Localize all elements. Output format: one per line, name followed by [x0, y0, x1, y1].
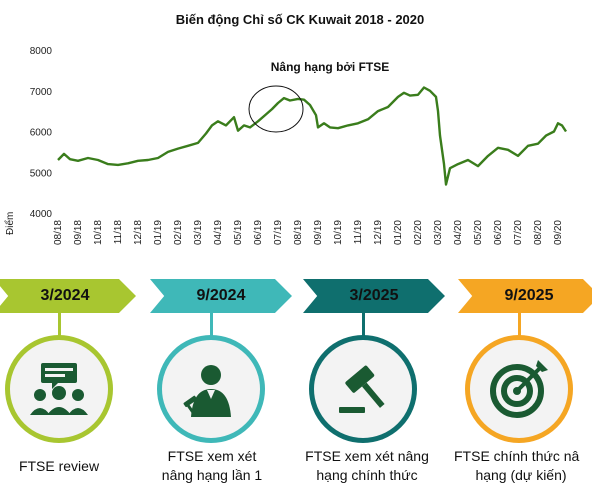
chart-title: Biến động Chỉ số CK Kuwait 2018 - 2020: [176, 12, 425, 27]
x-tick-label: 10/19: [333, 220, 344, 245]
timeline-stem-3: [362, 311, 365, 337]
x-tick-label: 07/19: [273, 220, 284, 245]
timeline-banner-1: 3/2024: [0, 279, 136, 313]
timeline-circle-3: [309, 335, 417, 443]
timeline-caption-4: FTSE chính thức nâ hạng (dự kiến): [450, 447, 592, 485]
caption-line: FTSE xem xét: [167, 448, 257, 464]
x-tick-label: 11/19: [353, 220, 364, 245]
x-tick-label: 05/20: [473, 220, 484, 245]
timeline-banner-2: 9/2024: [150, 279, 292, 313]
x-tick-label: 11/18: [113, 220, 124, 245]
annotation-circle: [248, 85, 304, 133]
caption-line: FTSE review: [18, 458, 100, 474]
caption-line: hạng chính thức: [316, 467, 418, 483]
y-axis-label: Điểm: [4, 212, 16, 235]
judge-icon: [183, 365, 231, 417]
timeline-stem-1: [58, 311, 61, 337]
x-axis: 08/18 09/18 10/18 11/18 12/18 01/19 02/19 03/19…: [53, 220, 564, 245]
y-tick-label: 7000: [30, 87, 53, 98]
timeline-banner-3: 3/2025: [303, 279, 445, 313]
x-tick-label: 04/19: [213, 220, 224, 245]
x-tick-label: 08/20: [533, 220, 544, 245]
x-tick-label: 04/20: [453, 220, 464, 245]
timeline-circle-2: [157, 335, 265, 443]
x-tick-label: 03/19: [193, 220, 204, 245]
y-tick-label: 8000: [30, 46, 53, 57]
timeline-banner-4: 9/2025: [458, 279, 592, 313]
x-tick-label: 09/18: [73, 220, 84, 245]
caption-line: nâng hạng lần 1: [161, 467, 263, 483]
series-line: [57, 86, 568, 186]
x-tick-label: 06/19: [253, 220, 264, 245]
y-tick-label: 6000: [30, 128, 53, 139]
x-tick-label: 02/20: [413, 220, 424, 245]
x-tick-label: 05/19: [233, 220, 244, 245]
timeline-caption-1: FTSE review: [0, 447, 118, 476]
x-tick-label: 09/19: [313, 220, 324, 245]
x-tick-label: 12/19: [373, 220, 384, 245]
x-tick-label: 01/19: [153, 220, 164, 245]
x-tick-label: 06/20: [493, 220, 504, 245]
line-chart: Biến động Chỉ số CK Kuwait 2018 - 2020 4…: [4, 12, 568, 245]
y-tick-label: 4000: [30, 209, 53, 220]
x-tick-label: 12/18: [133, 220, 144, 245]
y-tick-label: 5000: [30, 168, 53, 179]
x-tick-label: 03/20: [433, 220, 444, 245]
timeline-stem-2: [210, 311, 213, 337]
x-tick-label: 08/19: [293, 220, 304, 245]
x-tick-label: 08/18: [53, 220, 64, 245]
x-tick-label: 09/20: [553, 220, 564, 245]
timeline-circle-4: [465, 335, 573, 443]
target-icon: [490, 360, 548, 418]
x-tick-label: 01/20: [393, 220, 404, 245]
x-tick-label: 02/19: [173, 220, 184, 245]
x-tick-label: 07/20: [513, 220, 524, 245]
caption-line: hạng (dự kiến): [475, 467, 567, 483]
review-meeting-icon: [30, 363, 88, 415]
y-axis: 4000 5000 6000 7000 8000: [30, 46, 53, 220]
caption-line: FTSE chính thức nâ: [454, 448, 580, 464]
gavel-icon: [339, 365, 385, 413]
timeline-caption-2: FTSE xem xét nâng hạng lần 1: [142, 447, 282, 485]
timeline-stem-4: [518, 311, 521, 337]
x-tick-label: 10/18: [93, 220, 104, 245]
caption-line: FTSE xem xét nâng: [305, 448, 429, 464]
chart-annotation: Nâng hạng bởi FTSE: [271, 60, 390, 74]
timeline-caption-3: FTSE xem xét nâng hạng chính thức: [293, 447, 441, 485]
timeline-circle-1: [5, 335, 113, 443]
